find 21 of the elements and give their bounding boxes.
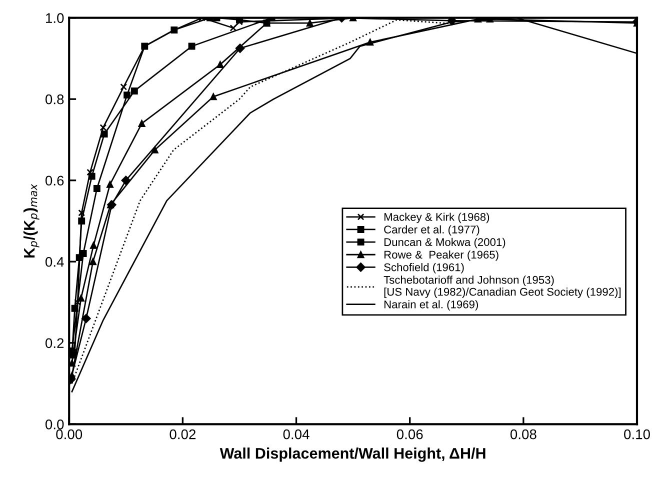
y-tick-label: 0.8	[45, 94, 64, 104]
y-axis-title: K$_{p}$/(K$_{p}$)$_{max}$	[24, 184, 40, 258]
x-tick-label: 0.10	[624, 429, 650, 440]
y-tick-label: 0.0	[45, 419, 64, 430]
legend-label: Tschebotarioff and Johnson (1953) [US Navy (1982)/Canadian Geot Society (1992)]	[384, 276, 621, 298]
x-tick-label: 0.06	[396, 429, 423, 440]
y-tick-label: 0.2	[45, 338, 64, 348]
x-tick-label: 0.08	[510, 429, 536, 440]
legend-label: Rowe & Peaker (1965)	[384, 250, 498, 261]
legend-label: Duncan & Mokwa (2001)	[384, 238, 506, 248]
legend-label: Carder et al. (1977)	[384, 225, 480, 236]
x-tick-label: 0.02	[170, 429, 196, 440]
legend-label: Narain et al. (1969)	[384, 300, 478, 311]
y-tick-label: 0.4	[45, 256, 64, 267]
legend-label: Schofield (1961)	[384, 263, 464, 274]
x-tick-label: 0.04	[283, 429, 310, 440]
y-tick-label: 1.0	[46, 13, 64, 24]
legend-label: Mackey & Kirk (1968)	[384, 212, 490, 224]
y-tick-label: 0.6	[45, 176, 64, 186]
x-tick-label: 0.00	[56, 429, 82, 440]
x-axis-title: Wall Displacement/Wall Height, ΔH/H	[220, 448, 486, 462]
